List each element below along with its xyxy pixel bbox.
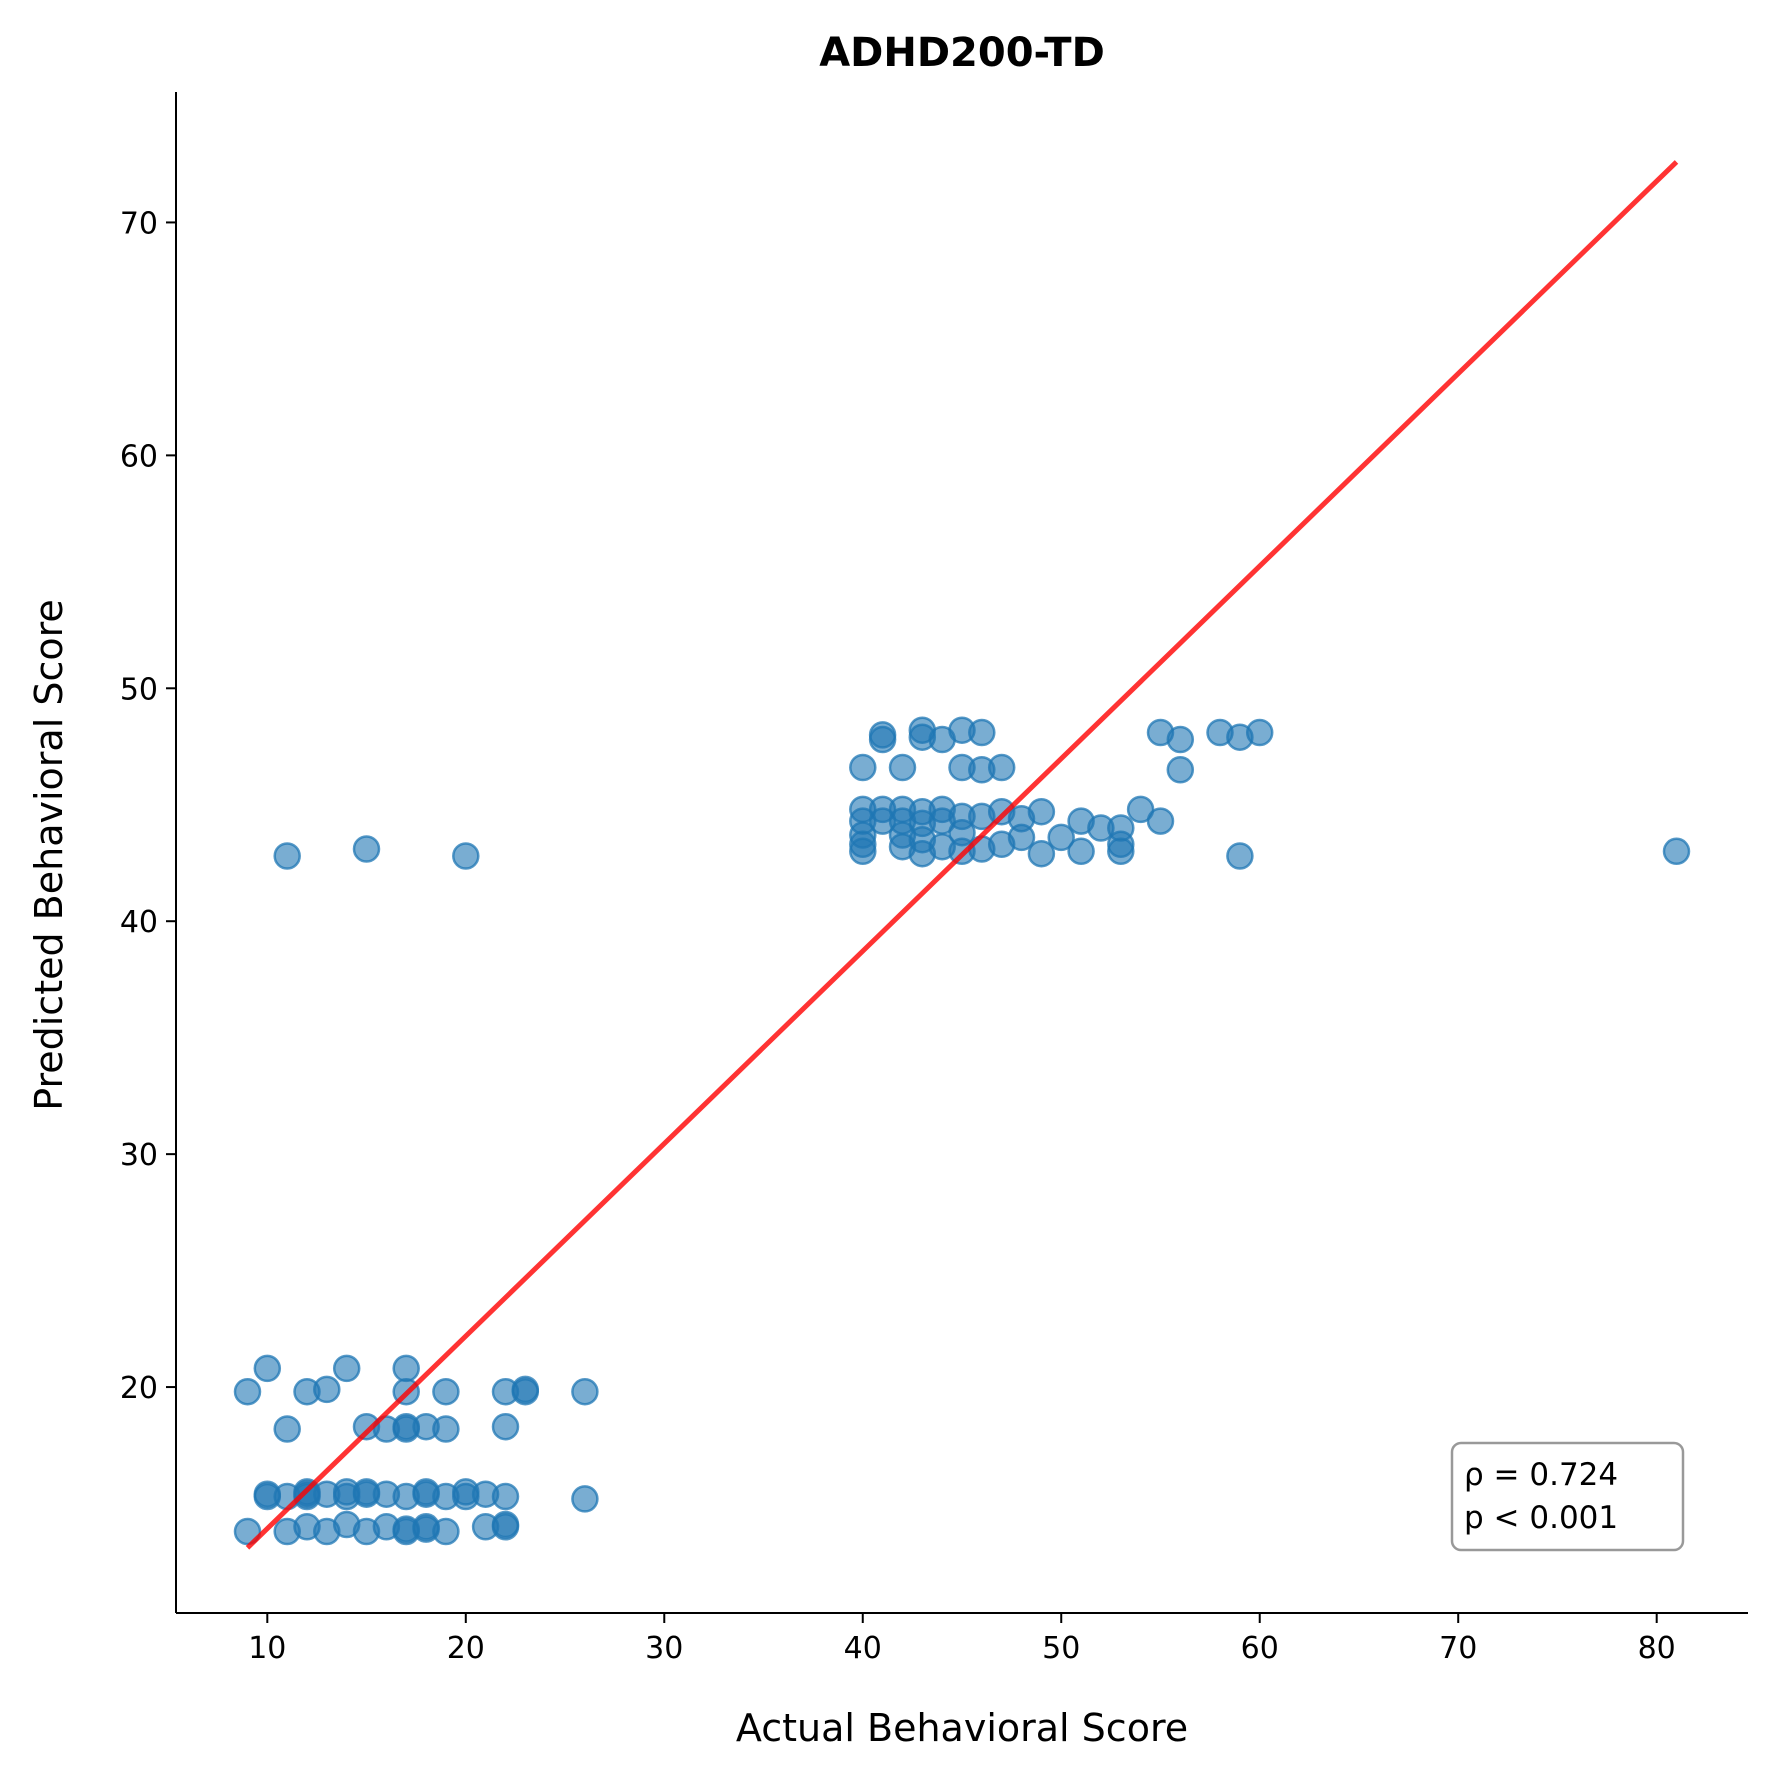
data-point	[1166, 725, 1195, 754]
points-layer	[233, 716, 1691, 1546]
stats-annotation: ρ = 0.724 p < 0.001	[1450, 1441, 1685, 1552]
data-point	[392, 1354, 420, 1383]
data-point	[849, 753, 877, 782]
data-point	[491, 1482, 520, 1511]
data-point	[849, 837, 877, 866]
data-point	[1126, 795, 1155, 824]
data-point	[1226, 842, 1254, 870]
data-point	[1166, 756, 1195, 784]
data-point	[432, 1517, 460, 1546]
stats-p: p < 0.001	[1464, 1500, 1618, 1536]
data-point	[432, 1415, 460, 1443]
data-point	[233, 1517, 262, 1546]
y-axis-label: Predicted Behavioral Score	[27, 599, 71, 1111]
data-point	[868, 725, 897, 754]
data-point	[987, 753, 1016, 782]
data-point	[273, 1415, 301, 1443]
chart-title: ADHD200-TD	[819, 30, 1105, 76]
x-tick-label: 80	[1638, 1631, 1676, 1666]
data-point	[352, 835, 381, 863]
x-tick-label: 30	[645, 1631, 683, 1666]
data-point	[1245, 718, 1274, 747]
y-tick-label: 50	[120, 672, 158, 707]
y-tick-label: 20	[120, 1371, 158, 1406]
data-point	[571, 1377, 599, 1406]
regression-line	[245, 160, 1679, 1550]
x-tick-label: 20	[447, 1631, 485, 1666]
data-point	[491, 1412, 520, 1441]
data-point	[968, 718, 996, 747]
data-point	[233, 1377, 262, 1406]
y-tick-label: 70	[120, 206, 158, 241]
data-point	[1007, 823, 1036, 852]
data-point	[332, 1354, 361, 1383]
stats-rho: ρ = 0.724	[1464, 1457, 1618, 1493]
data-point	[452, 842, 480, 870]
data-point	[1047, 823, 1075, 852]
fit-layer	[245, 160, 1679, 1550]
data-point	[1027, 839, 1056, 868]
x-tick-label: 70	[1439, 1631, 1477, 1666]
data-point	[491, 1513, 520, 1541]
x-axis-label: Actual Behavioral Score	[736, 1706, 1188, 1750]
data-point	[253, 1354, 282, 1383]
x-tick-label: 40	[844, 1631, 882, 1666]
y-tick-label: 30	[120, 1138, 158, 1173]
data-point	[571, 1485, 599, 1513]
y-tick-label: 60	[120, 439, 158, 474]
stats-box	[1450, 1441, 1685, 1552]
data-point	[1146, 807, 1175, 835]
x-tick-label: 60	[1241, 1631, 1279, 1666]
data-point	[1662, 837, 1691, 866]
data-point	[313, 1375, 341, 1404]
data-point	[1067, 837, 1095, 866]
data-point	[273, 842, 301, 870]
y-tick-label: 40	[120, 905, 158, 940]
x-tick-label: 50	[1042, 1631, 1080, 1666]
x-tick-label: 10	[248, 1631, 286, 1666]
data-point	[888, 753, 917, 782]
data-point	[1107, 837, 1135, 866]
data-point	[511, 1375, 540, 1404]
y-ticks: 20 30 40 50 60 70	[120, 206, 176, 1406]
x-ticks: 10 20 30 40 50 60 70 80	[248, 1613, 1676, 1666]
data-point	[432, 1377, 460, 1406]
data-point	[1027, 797, 1056, 826]
